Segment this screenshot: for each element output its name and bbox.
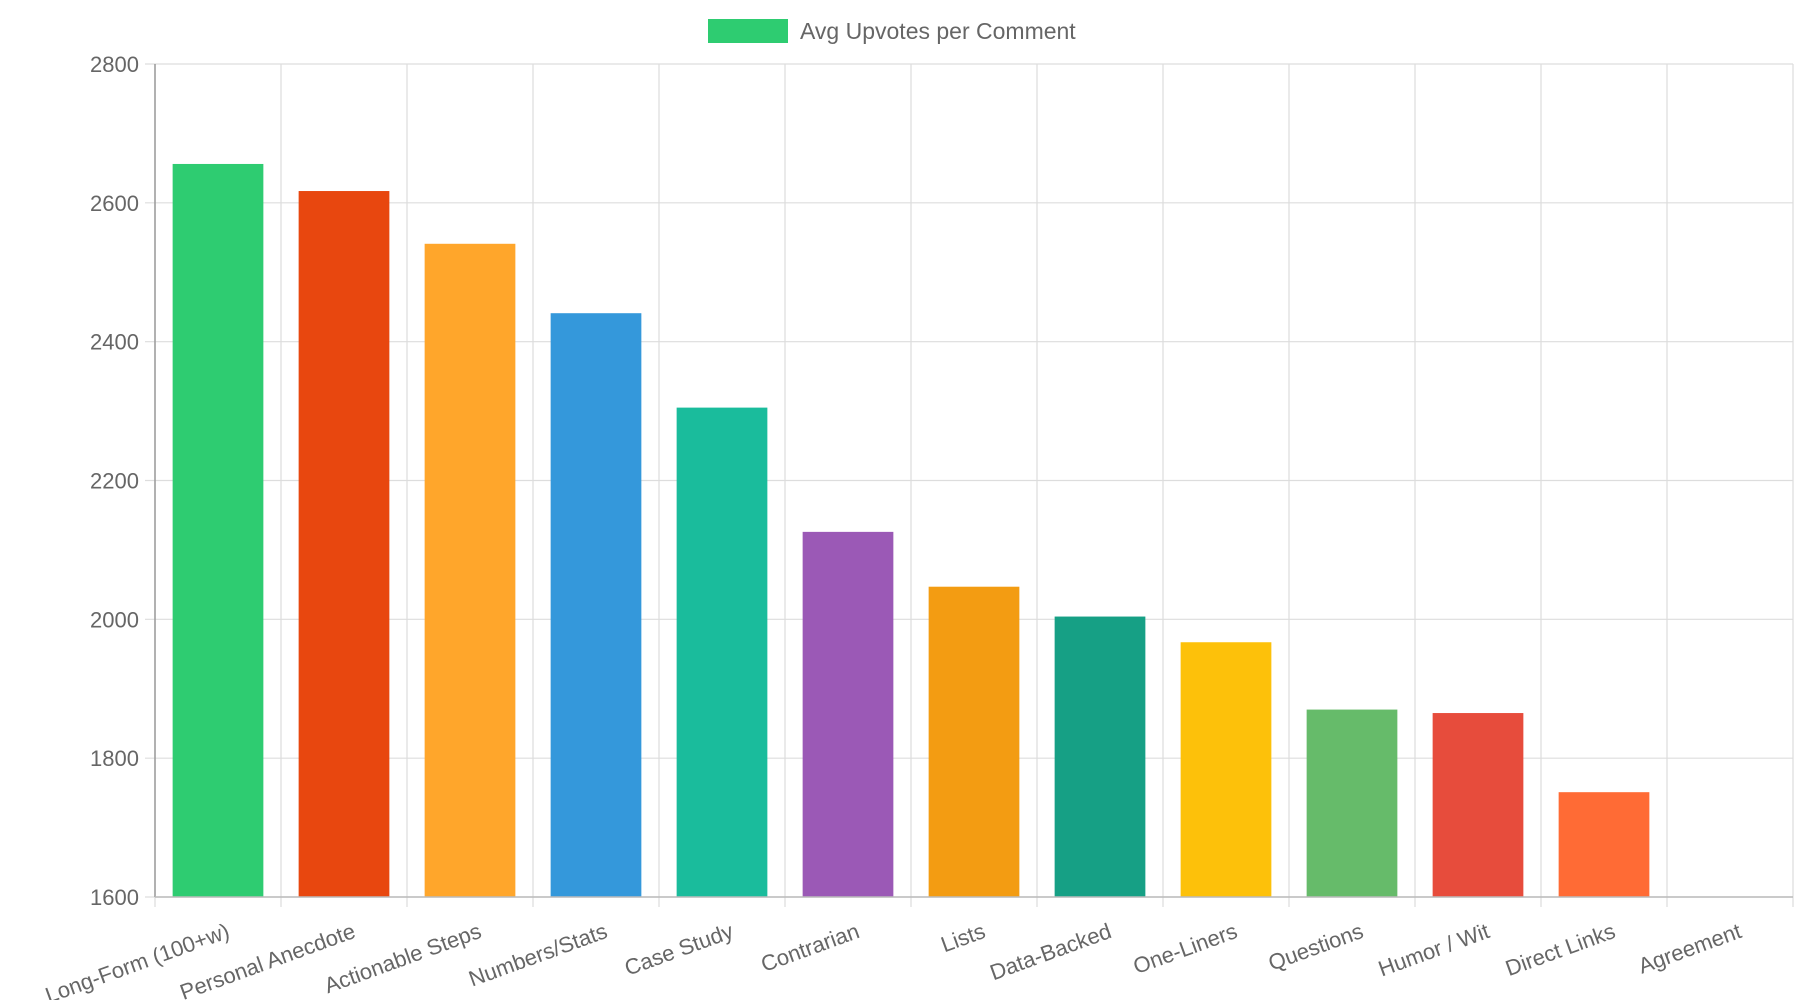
legend[interactable]: Avg Upvotes per Comment	[708, 18, 1076, 44]
x-tick-label: Numbers/Stats	[465, 918, 610, 991]
x-tick-label: One-Liners	[1130, 918, 1241, 979]
x-tick-label: Agreement	[1635, 918, 1745, 978]
bars	[172, 163, 1650, 898]
x-tick-label: Contrarian	[758, 918, 863, 977]
y-axis-ticks: 1600 1800 2000 2200 2400 2600 2800	[90, 52, 139, 910]
x-tick-label: Lists	[938, 918, 989, 957]
y-tick-label: 2800	[90, 52, 139, 77]
x-tick-label: Data-Backed	[987, 918, 1115, 985]
y-tick-label: 2000	[90, 607, 139, 632]
bar[interactable]	[550, 313, 642, 898]
bar[interactable]	[928, 586, 1020, 897]
legend-swatch	[708, 19, 788, 43]
bar[interactable]	[1432, 713, 1524, 897]
y-tick-label: 1600	[90, 885, 139, 910]
legend-label: Avg Upvotes per Comment	[800, 18, 1076, 44]
y-tick-label: 2400	[90, 330, 139, 355]
y-tick-label: 2600	[90, 191, 139, 216]
bar[interactable]	[1180, 642, 1272, 897]
y-tick-label: 2200	[90, 469, 139, 494]
bar[interactable]	[1306, 709, 1398, 897]
bar[interactable]	[172, 163, 264, 897]
x-tick-label: Case Study	[621, 918, 736, 980]
x-axis-ticks: Long-Form (100+w)Personal AnecdoteAction…	[42, 918, 1745, 1000]
x-tick-label: Direct Links	[1502, 918, 1619, 981]
bar[interactable]	[1054, 616, 1146, 897]
y-tick-label: 1800	[90, 746, 139, 771]
bar[interactable]	[424, 243, 516, 897]
bar[interactable]	[802, 531, 894, 897]
axes	[154, 64, 1793, 898]
bar[interactable]	[676, 407, 768, 897]
bar[interactable]	[298, 191, 390, 898]
gridlines	[145, 63, 1794, 907]
x-tick-label: Humor / Wit	[1375, 918, 1493, 981]
bar[interactable]	[1558, 792, 1650, 897]
x-tick-label: Questions	[1265, 918, 1367, 975]
